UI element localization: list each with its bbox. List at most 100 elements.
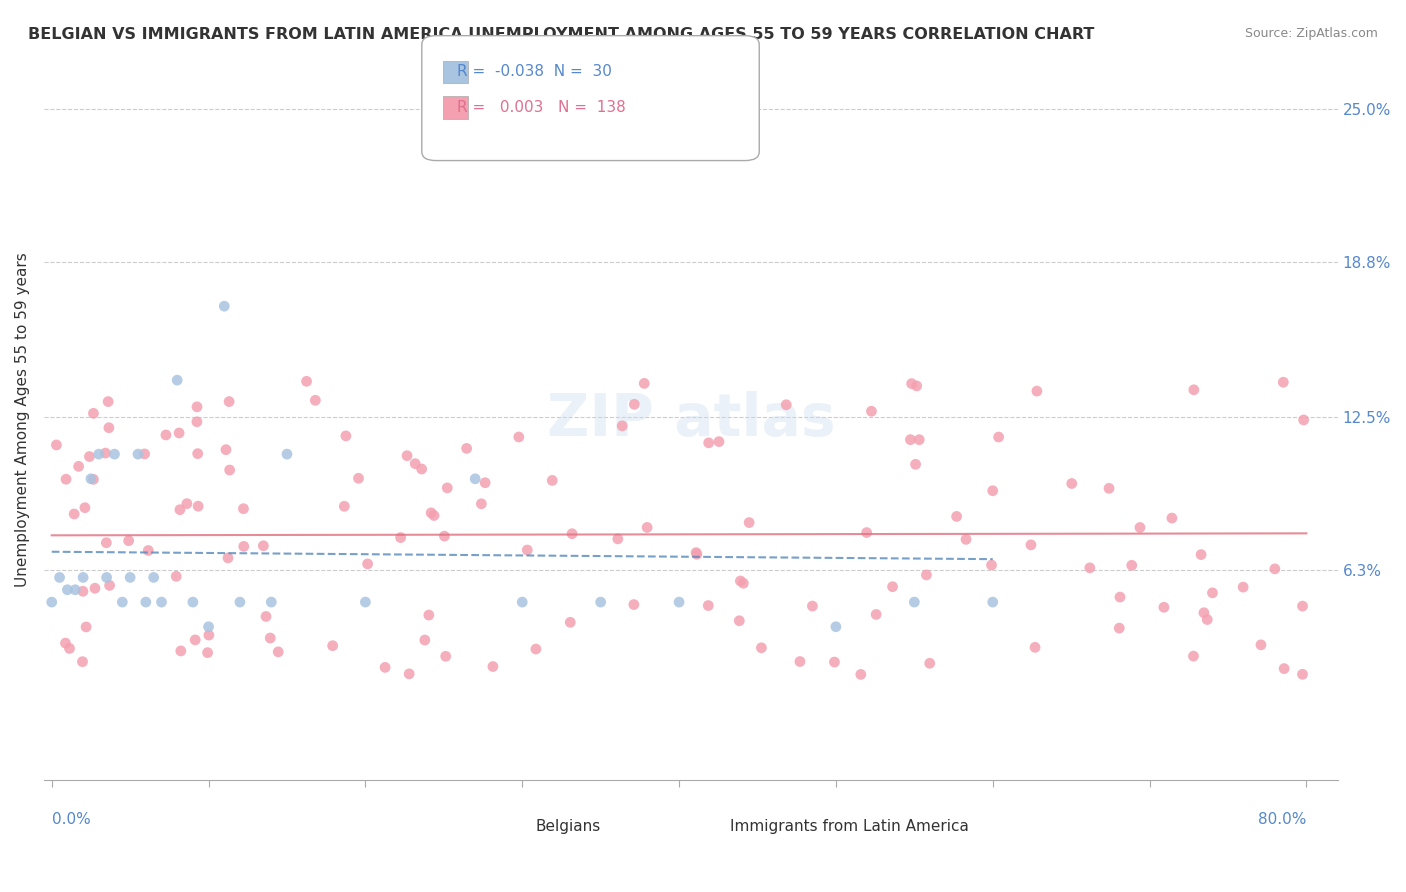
Point xyxy=(606,532,628,546)
Point xyxy=(686,547,709,561)
Point xyxy=(354,595,377,609)
Point xyxy=(456,442,478,456)
Point xyxy=(697,435,720,450)
Point xyxy=(111,595,134,609)
Point xyxy=(1272,662,1295,676)
Point xyxy=(825,620,848,634)
Point xyxy=(980,558,1002,572)
Text: 0.0%: 0.0% xyxy=(52,812,90,827)
Point xyxy=(918,657,941,671)
Point xyxy=(1161,511,1184,525)
Point xyxy=(322,639,344,653)
Point xyxy=(96,570,118,584)
Point xyxy=(860,404,883,418)
Point xyxy=(98,578,121,592)
Point xyxy=(955,533,977,547)
Text: Belgians: Belgians xyxy=(536,819,600,834)
Point xyxy=(197,620,219,634)
Point xyxy=(167,425,190,440)
Point xyxy=(215,442,238,457)
Point xyxy=(218,463,240,477)
Point xyxy=(94,446,117,460)
Point xyxy=(166,373,188,387)
Point xyxy=(398,666,420,681)
Point xyxy=(404,457,426,471)
Point xyxy=(186,400,208,414)
Point xyxy=(75,620,97,634)
Point xyxy=(915,568,938,582)
Point xyxy=(464,472,486,486)
Point xyxy=(45,438,67,452)
Point xyxy=(197,646,219,660)
Point xyxy=(1098,481,1121,495)
Point xyxy=(1078,561,1101,575)
Point xyxy=(730,574,752,588)
Point xyxy=(1232,580,1254,594)
Point xyxy=(187,499,209,513)
Point xyxy=(801,599,824,613)
Point xyxy=(1109,590,1132,604)
Point xyxy=(165,569,187,583)
Point xyxy=(418,608,440,623)
Point xyxy=(945,509,967,524)
Point xyxy=(903,595,925,609)
Point xyxy=(218,394,240,409)
Point xyxy=(623,397,645,411)
Point xyxy=(41,595,63,609)
Point xyxy=(56,582,79,597)
Point xyxy=(87,447,110,461)
Point xyxy=(789,655,811,669)
Point xyxy=(1024,640,1046,655)
Point xyxy=(411,462,433,476)
Point xyxy=(374,660,396,674)
Point xyxy=(120,570,142,584)
Point xyxy=(775,398,797,412)
Point xyxy=(1201,586,1223,600)
Point xyxy=(117,533,139,548)
Point xyxy=(212,299,235,313)
Point xyxy=(1250,638,1272,652)
Point xyxy=(1291,667,1313,681)
Text: 80.0%: 80.0% xyxy=(1258,812,1306,827)
Point xyxy=(981,595,1004,609)
Point xyxy=(72,570,94,584)
Point xyxy=(751,640,773,655)
Point xyxy=(304,393,326,408)
Point xyxy=(252,539,274,553)
Point xyxy=(276,447,298,461)
Point xyxy=(259,631,281,645)
Point xyxy=(470,497,492,511)
Text: R =   0.003   N =  138: R = 0.003 N = 138 xyxy=(457,100,626,114)
Point xyxy=(142,570,165,584)
Point xyxy=(1153,600,1175,615)
Point xyxy=(516,543,538,558)
Point xyxy=(905,379,928,393)
Point xyxy=(55,472,77,486)
Point xyxy=(981,483,1004,498)
Point xyxy=(82,406,104,420)
Point xyxy=(900,376,922,391)
Point xyxy=(865,607,887,622)
Point xyxy=(333,500,356,514)
Point xyxy=(181,595,204,609)
Point xyxy=(436,481,458,495)
Point xyxy=(127,447,149,461)
Point xyxy=(347,471,370,485)
Point xyxy=(198,628,221,642)
Point xyxy=(217,550,239,565)
Text: R =  -0.038  N =  30: R = -0.038 N = 30 xyxy=(457,64,612,78)
Point xyxy=(1129,520,1152,534)
Point xyxy=(84,581,107,595)
Point xyxy=(1292,413,1315,427)
Point xyxy=(267,645,290,659)
Point xyxy=(169,502,191,516)
Text: BELGIAN VS IMMIGRANTS FROM LATIN AMERICA UNEMPLOYMENT AMONG AGES 55 TO 59 YEARS : BELGIAN VS IMMIGRANTS FROM LATIN AMERICA… xyxy=(28,27,1094,42)
Point xyxy=(135,595,157,609)
Point xyxy=(67,459,90,474)
Point xyxy=(58,641,80,656)
Point xyxy=(72,655,94,669)
Point xyxy=(738,516,761,530)
Point xyxy=(79,450,101,464)
Point xyxy=(1192,606,1215,620)
Point xyxy=(987,430,1010,444)
